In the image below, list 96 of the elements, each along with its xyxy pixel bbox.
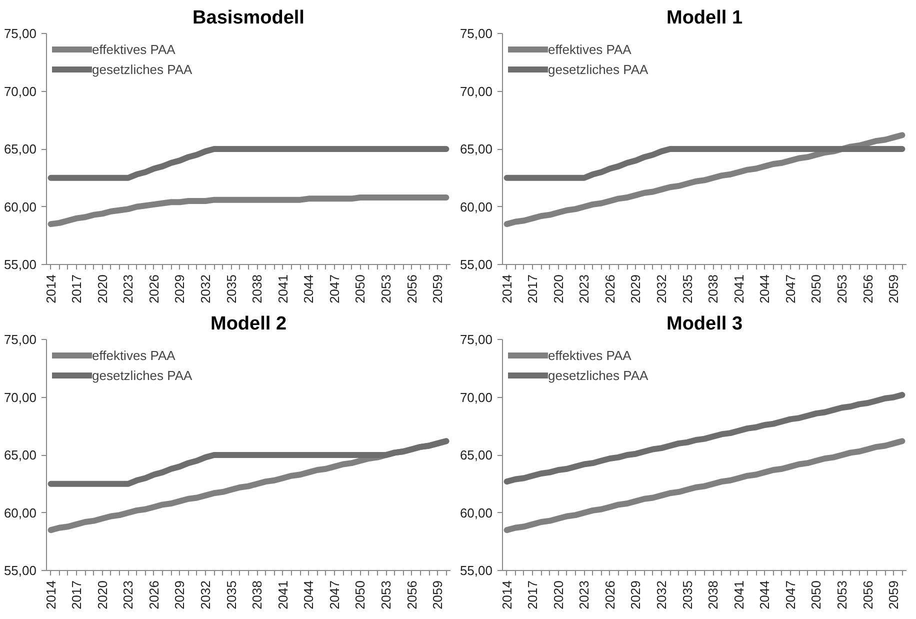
y-tick-label: 70,00 [460,390,493,405]
x-tick-label: 2029 [172,274,188,304]
x-tick-label: 2035 [224,580,239,610]
x-tick-label: 2020 [550,274,566,304]
x-tick-label: 2041 [731,580,746,610]
x-tick-label: 2059 [886,274,902,304]
y-tick-label: 75,00 [460,26,493,41]
x-tick-label: 2056 [404,580,420,610]
x-tick-label: 2047 [326,274,342,304]
x-tick-label: 2044 [301,274,316,304]
legend-label: effektives PAA [92,348,176,362]
x-tick-label: 2053 [378,580,394,610]
x-tick-label: 2017 [525,580,540,610]
y-tick-label: 65,00 [4,448,37,462]
legend-label: effektives PAA [548,42,632,56]
x-tick-label: 2032 [198,580,214,610]
x-tick-label: 2053 [834,274,850,304]
x-tick-label: 2047 [326,580,342,610]
y-tick-label: 75,00 [4,26,37,41]
x-tick-label: 2038 [250,580,265,610]
x-tick-label: 2053 [834,580,850,610]
x-tick-label: 2059 [430,274,446,304]
legend-label: gesetzliches PAA [92,62,192,76]
y-tick-label: 75,00 [4,332,37,347]
x-tick-label: 2014 [43,274,58,304]
x-tick-label: 2032 [654,274,670,304]
chart-title: Basismodell [192,8,304,28]
x-tick-label: 2041 [275,274,290,304]
y-tick-label: 60,00 [4,199,37,214]
x-tick-label: 2014 [499,580,514,610]
chart-title: Modell 3 [666,314,743,334]
x-tick-label: 2020 [94,274,110,304]
x-tick-label: 2014 [43,580,58,610]
x-tick-label: 2056 [860,274,876,304]
y-tick-label: 70,00 [4,84,37,99]
x-tick-label: 2020 [550,580,566,610]
x-tick-label: 2017 [69,274,84,304]
x-tick-label: 2029 [172,580,188,610]
y-tick-label: 65,00 [460,142,493,156]
x-tick-label: 2035 [680,580,695,610]
chart-title: Modell 2 [210,314,287,334]
legend-label: gesetzliches PAA [548,368,648,382]
y-tick-label: 55,00 [4,563,37,578]
x-tick-label: 2053 [378,274,394,304]
chart-title: Modell 1 [666,8,743,28]
x-tick-label: 2035 [680,274,695,304]
x-tick-label: 2047 [782,580,798,610]
legend-label: gesetzliches PAA [92,368,192,382]
x-tick-label: 2044 [757,274,772,304]
x-tick-label: 2029 [628,580,644,610]
x-tick-label: 2026 [602,274,618,304]
x-tick-label: 2035 [224,274,239,304]
x-tick-label: 2038 [706,274,721,304]
x-tick-label: 2041 [731,274,746,304]
x-tick-label: 2050 [808,580,824,610]
y-tick-label: 75,00 [460,332,493,347]
x-tick-label: 2047 [782,274,798,304]
x-tick-label: 2029 [628,274,644,304]
y-tick-label: 55,00 [460,257,493,272]
x-tick-label: 2038 [706,580,721,610]
y-tick-label: 60,00 [460,199,493,214]
x-tick-label: 2038 [250,274,265,304]
x-tick-label: 2020 [94,580,110,610]
x-tick-label: 2023 [576,274,592,304]
x-tick-label: 2023 [576,580,592,610]
x-tick-label: 2056 [860,580,876,610]
legend-label: effektives PAA [92,42,176,56]
x-tick-label: 2026 [602,580,618,610]
x-tick-label: 2023 [120,274,136,304]
x-tick-label: 2050 [352,580,368,610]
x-tick-label: 2059 [430,580,446,610]
legend-label: effektives PAA [548,348,632,362]
x-tick-label: 2026 [146,580,162,610]
y-tick-label: 60,00 [460,505,493,520]
legend-label: gesetzliches PAA [548,62,648,76]
y-tick-label: 70,00 [4,390,37,405]
x-tick-label: 2059 [886,580,902,610]
x-tick-label: 2050 [808,274,824,304]
x-tick-label: 2032 [198,274,214,304]
y-tick-label: 55,00 [460,563,493,578]
x-tick-label: 2032 [654,580,670,610]
x-tick-label: 2041 [275,580,290,610]
y-tick-label: 70,00 [460,84,493,99]
y-tick-label: 60,00 [4,505,37,520]
x-tick-label: 2056 [404,274,420,304]
x-tick-label: 2026 [146,274,162,304]
y-tick-label: 65,00 [4,142,37,156]
x-tick-label: 2050 [352,274,368,304]
y-tick-label: 65,00 [460,448,493,462]
x-tick-label: 2017 [69,580,84,610]
x-tick-label: 2044 [757,580,772,610]
x-tick-label: 2014 [499,274,514,304]
x-tick-label: 2023 [120,580,136,610]
x-tick-label: 2017 [525,274,540,304]
x-tick-label: 2044 [301,580,316,610]
y-tick-label: 55,00 [4,257,37,272]
